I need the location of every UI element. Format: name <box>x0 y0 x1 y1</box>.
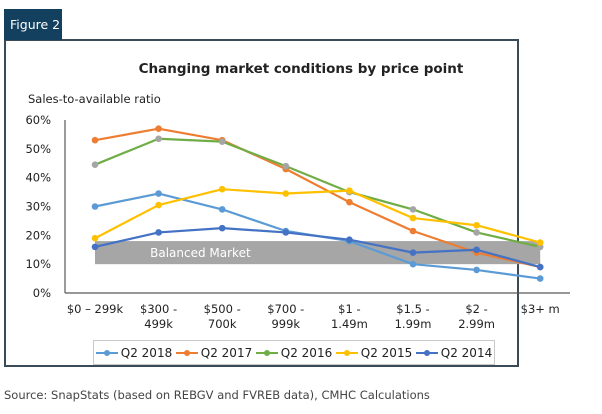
legend-label: Q2 2016 <box>280 345 333 360</box>
data-point-q2-2016 <box>155 135 162 143</box>
series-line-q2-2014 <box>94 227 541 269</box>
legend-swatch <box>255 348 278 358</box>
chart-title: Changing market conditions by price poin… <box>138 61 464 77</box>
chart-legend: Q2 2018 Q2 2017 Q2 2016 Q2 2015 Q2 2014 <box>93 340 495 365</box>
y-tick-label: 50% <box>25 142 51 156</box>
data-point-q2-2015 <box>346 187 353 194</box>
data-point-q2-2015 <box>155 201 162 209</box>
y-tick-label: 30% <box>25 200 51 214</box>
x-tick-label: 999k <box>271 317 300 331</box>
data-point-q2-2014 <box>282 229 290 236</box>
data-point-q2-2018 <box>536 275 544 282</box>
data-point-q2-2014 <box>473 246 480 254</box>
data-point-q2-2014 <box>91 243 99 251</box>
data-point-q2-2017 <box>155 125 162 132</box>
series-line-q2-2016 <box>94 137 541 248</box>
y-tick-label: 40% <box>25 171 51 185</box>
data-point-q2-2014 <box>536 263 544 271</box>
series-line-q2-2015 <box>94 188 541 244</box>
x-tick-label: $700 - <box>267 302 304 316</box>
data-point-q2-2017 <box>409 227 417 235</box>
legend-item: Q2 2015 <box>335 345 413 360</box>
y-tick-label: 10% <box>25 257 51 271</box>
figure-label: Figure 2 <box>4 9 62 40</box>
legend-label: Q2 2018 <box>120 345 173 360</box>
balanced-market-band <box>95 241 541 265</box>
data-point-q2-2017 <box>346 198 353 206</box>
legend-swatch <box>415 348 438 358</box>
data-point-q2-2015 <box>218 185 226 193</box>
series-line-q2-2017 <box>94 127 541 269</box>
x-tick-label: 1.99m <box>395 317 432 331</box>
legend-swatch <box>175 348 198 358</box>
data-point-q2-2014 <box>409 249 417 256</box>
data-point-q2-2016 <box>218 138 226 145</box>
data-point-q2-2017 <box>91 136 99 144</box>
data-point-q2-2014 <box>218 224 226 232</box>
data-point-q2-2015 <box>282 190 290 197</box>
x-tick-label: 499k <box>144 317 173 331</box>
legend-item: Q2 2014 <box>415 345 493 360</box>
data-point-q2-2018 <box>473 266 480 274</box>
y-tick-label: 0% <box>33 286 51 300</box>
x-tick-label: 1.49m <box>331 317 368 331</box>
data-point-q2-2016 <box>409 206 417 213</box>
data-point-q2-2014 <box>155 229 162 236</box>
x-tick-label: 700k <box>208 317 237 331</box>
data-point-q2-2015 <box>473 221 480 229</box>
x-tick-label: $300 - <box>140 302 177 316</box>
legend-swatch <box>335 348 358 358</box>
data-point-q2-2018 <box>409 260 417 268</box>
source-note: Source: SnapStats (based on REBGV and FV… <box>4 388 430 402</box>
y-axis-label: Sales-to-available ratio <box>28 92 161 106</box>
data-point-q2-2018 <box>218 206 226 213</box>
x-tick-label: 2.99m <box>458 317 495 331</box>
legend-item: Q2 2016 <box>255 345 333 360</box>
legend-item: Q2 2017 <box>175 345 253 360</box>
data-point-q2-2015 <box>409 214 417 222</box>
y-tick-label: 20% <box>25 228 51 242</box>
data-point-q2-2015 <box>91 234 99 242</box>
data-point-q2-2016 <box>91 161 99 168</box>
legend-swatch <box>95 348 118 358</box>
legend-label: Q2 2015 <box>360 345 413 360</box>
legend-label: Q2 2017 <box>200 345 253 360</box>
data-point-q2-2018 <box>91 203 99 210</box>
x-tick-label: $0 – 299k <box>67 302 124 316</box>
x-tick-label: $3+ m <box>521 302 560 316</box>
y-tick-label: 60% <box>25 113 51 127</box>
data-point-q2-2016 <box>473 229 480 236</box>
balanced-market-label: Balanced Market <box>150 246 251 260</box>
legend-label: Q2 2014 <box>440 345 493 360</box>
x-tick-label: $1.5 - <box>396 302 429 316</box>
x-tick-label: $500 - <box>204 302 241 316</box>
data-point-q2-2018 <box>155 190 162 197</box>
data-point-q2-2014 <box>346 236 353 243</box>
x-tick-label: $1 - <box>338 302 360 316</box>
x-tick-label: $2 - <box>465 302 487 316</box>
figure-frame <box>4 39 519 367</box>
data-point-q2-2016 <box>282 162 290 170</box>
legend-item: Q2 2018 <box>95 345 173 360</box>
data-point-q2-2015 <box>536 239 544 246</box>
